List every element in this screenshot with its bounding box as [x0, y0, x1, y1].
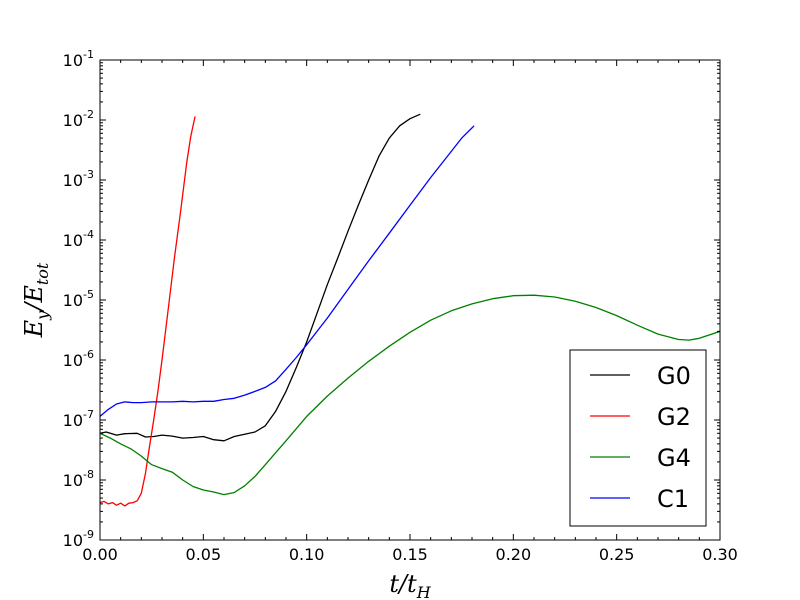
y-axis-label: Ey/Etot — [20, 262, 52, 338]
x-tick-label: 0.05 — [186, 545, 222, 564]
y-tick-label: 10-6 — [63, 348, 94, 370]
x-axis-label: t/tH — [389, 570, 431, 600]
series-line-g4 — [100, 294, 720, 496]
series-layer — [100, 113, 720, 507]
x-tick-label: 0.10 — [289, 545, 325, 564]
legend-label-g0: G0 — [657, 362, 691, 390]
legend-label-c1: C1 — [657, 485, 689, 513]
ticks-layer: 0.00 0.05 0.10 0.15 0.20 0.25 0.30 10-9 10-8 10-7… — [63, 48, 738, 564]
y-tick-label: 10-1 — [63, 48, 94, 70]
legend-label-g4: G4 — [657, 444, 691, 472]
y-tick-label: 10-4 — [63, 228, 94, 250]
x-tick-label: 0.25 — [599, 545, 635, 564]
x-tick-label: 0.00 — [82, 545, 118, 564]
x-tick-label: 0.20 — [496, 545, 532, 564]
series-line-g0 — [100, 113, 421, 442]
y-tick-label: 10-9 — [63, 528, 94, 550]
y-tick-label: 10-7 — [63, 408, 94, 430]
series-line-g2 — [100, 116, 196, 507]
series-line-c1 — [100, 125, 475, 417]
y-tick-label: 10-8 — [63, 468, 94, 490]
x-tick-label: 0.15 — [392, 545, 428, 564]
y-tick-label: 10-2 — [63, 108, 94, 130]
x-tick-label: 0.30 — [702, 545, 738, 564]
legend-label-g2: G2 — [657, 403, 691, 431]
y-tick-label: 10-5 — [63, 288, 94, 310]
y-tick-label: 10-3 — [63, 168, 94, 190]
legend: G0 G2 G4 C1 — [569, 349, 707, 527]
legend-box — [569, 349, 707, 527]
